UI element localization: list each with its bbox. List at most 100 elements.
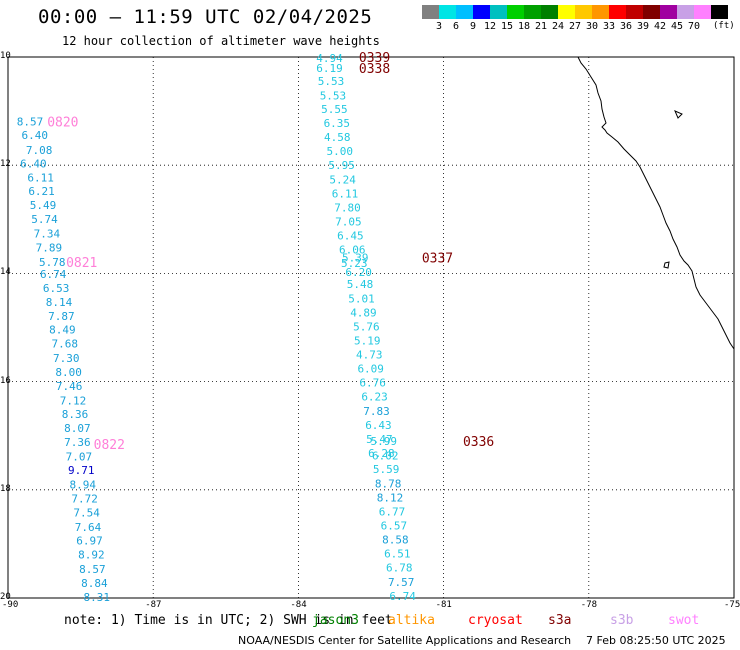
wave-height-value: 7.87 — [48, 310, 74, 323]
wave-height-value: 8.58 — [382, 534, 409, 547]
wave-height-value: 8.31 — [84, 591, 111, 604]
wave-height-value: 4.89 — [350, 306, 377, 319]
wave-height-value: 7.46 — [56, 380, 83, 393]
colorbar-label: 30 — [585, 21, 599, 32]
colorbar-swatch — [575, 5, 592, 19]
pass-time-label: 0336 — [463, 435, 494, 450]
wave-height-value: 6.40 — [20, 158, 46, 171]
colorbar-label: 3 — [435, 21, 443, 32]
colorbar-label: 33 — [602, 21, 616, 32]
colorbar-swatch — [558, 5, 575, 19]
wave-height-value: 6.57 — [381, 520, 408, 533]
colorbar-swatch — [609, 5, 626, 19]
wave-height-value: 8.12 — [377, 491, 404, 504]
wave-height-value: 5.00 — [326, 145, 353, 158]
wave-height-value: 8.78 — [375, 477, 402, 490]
legend-item-altika: altika — [388, 613, 435, 628]
wave-height-value: 7.83 — [363, 405, 390, 418]
wave-height-value: 9.71 — [68, 464, 95, 477]
colorbar-swatch — [541, 5, 558, 19]
graticule — [7, 56, 735, 599]
colorbar-swatch — [507, 5, 524, 19]
legend-item-s3a: s3a — [548, 613, 572, 628]
wave-height-value: 5.99 — [371, 435, 398, 448]
credit-text: NOAA/NESDIS Center for Satellite Applica… — [238, 634, 572, 647]
lon-tick-label: -75 — [724, 600, 740, 610]
wave-height-value: 7.30 — [53, 352, 80, 365]
wave-height-value: 8.36 — [62, 408, 89, 421]
lon-tick-label: -87 — [145, 600, 162, 610]
wave-height-value: 8.57 — [17, 115, 43, 128]
colorbar-swatch — [677, 5, 694, 19]
wave-height-value: 6.97 — [76, 535, 103, 548]
generated-timestamp: 7 Feb 08:25:50 UTC 2025 — [586, 634, 726, 647]
wave-height-value: 6.76 — [359, 377, 386, 390]
wave-height-value: 7.34 — [34, 227, 61, 240]
lat-tick-label: 10 — [0, 51, 11, 61]
pass-time-label: 0338 — [359, 62, 390, 77]
lat-tick-label: 16 — [0, 375, 11, 386]
wave-height-value: 4.94 — [316, 52, 343, 65]
wave-height-value: 6.21 — [28, 185, 55, 198]
wave-height-value: 5.59 — [373, 463, 400, 476]
wave-height-value: 6.53 — [43, 282, 70, 295]
wave-height-value: 4.73 — [356, 349, 383, 362]
colorbar-swatch — [694, 5, 711, 19]
wave-height-value: 6.20 — [345, 266, 372, 279]
wave-height-value: 6.74 — [389, 590, 416, 603]
colorbar-label: 9 — [469, 21, 477, 32]
wave-height-value: 7.68 — [52, 338, 78, 351]
wave-height-value: 6.43 — [365, 419, 392, 432]
colorbar-label: 27 — [568, 21, 582, 32]
wave-height-value: 6.51 — [384, 548, 411, 561]
colorbar-label: 18 — [517, 21, 531, 32]
wave-height-value: 7.12 — [60, 395, 86, 408]
island — [663, 261, 670, 269]
map-subtitle: 12 hour collection of altimeter wave hei… — [62, 34, 380, 48]
wave-height-value: 8.94 — [69, 478, 96, 491]
wave-height-value: 8.49 — [49, 324, 76, 337]
colorbar-label: 45 — [670, 21, 684, 32]
wave-height-value: 5.39 — [342, 252, 369, 265]
wave-height-value: 6.77 — [379, 505, 406, 518]
colorbar-label: 21 — [534, 21, 548, 32]
wave-height-value: 8.14 — [46, 296, 73, 309]
wave-height-value: 5.23 — [341, 257, 368, 270]
lat-tick-label: 20 — [0, 592, 11, 602]
wave-height-value: 7.07 — [66, 450, 93, 463]
lat-tick-label: 14 — [0, 267, 11, 278]
wave-height-value: 5.95 — [328, 159, 355, 172]
wave-height-value: 6.19 — [316, 62, 343, 75]
pass-time-label: 0337 — [422, 252, 453, 267]
note-text: note: 1) Time is in UTC; 2) SWH is in fe… — [64, 613, 393, 628]
colorbar-label: 36 — [619, 21, 633, 32]
pass-time-label: 0820 — [47, 115, 78, 130]
colorbar-swatch — [711, 5, 728, 19]
map-frame — [7, 56, 735, 599]
colorbar-unit: (ft) — [713, 21, 735, 31]
map-title: 00:00 – 11:59 UTC 02/04/2025 — [38, 6, 373, 28]
track-labels: 8.576.407.086.406.116.215.495.747.347.89… — [17, 51, 495, 604]
wave-height-value: 7.72 — [71, 492, 98, 505]
wave-height-value: 7.36 — [64, 436, 91, 449]
legend-item-jason3: jason3 — [312, 613, 359, 628]
wave-height-value: 7.57 — [388, 576, 415, 589]
colorbar-swatch — [592, 5, 609, 19]
wave-height-value: 5.55 — [321, 103, 348, 116]
legend-item-swot: swot — [668, 613, 700, 628]
wave-height-value: 8.84 — [81, 577, 108, 590]
wave-height-value: 7.54 — [73, 507, 100, 520]
wave-height-value: 7.80 — [334, 201, 361, 214]
wave-height-value: 6.11 — [27, 172, 54, 185]
wave-height-value: 5.53 — [320, 89, 347, 102]
wave-height-value: 6.45 — [337, 230, 364, 243]
wave-height-value: 5.53 — [318, 75, 345, 88]
lat-tick-label: 18 — [0, 483, 11, 494]
wave-height-value: 7.64 — [75, 521, 102, 534]
altimeter-map: 8.576.407.086.406.116.215.495.747.347.89… — [7, 51, 735, 604]
wave-height-value: 4.58 — [324, 131, 351, 144]
wave-height-value: 5.76 — [353, 320, 380, 333]
wave-height-value: 6.06 — [339, 244, 366, 257]
wave-height-value: 6.35 — [324, 117, 351, 130]
wave-height-value: 8.57 — [79, 563, 106, 576]
